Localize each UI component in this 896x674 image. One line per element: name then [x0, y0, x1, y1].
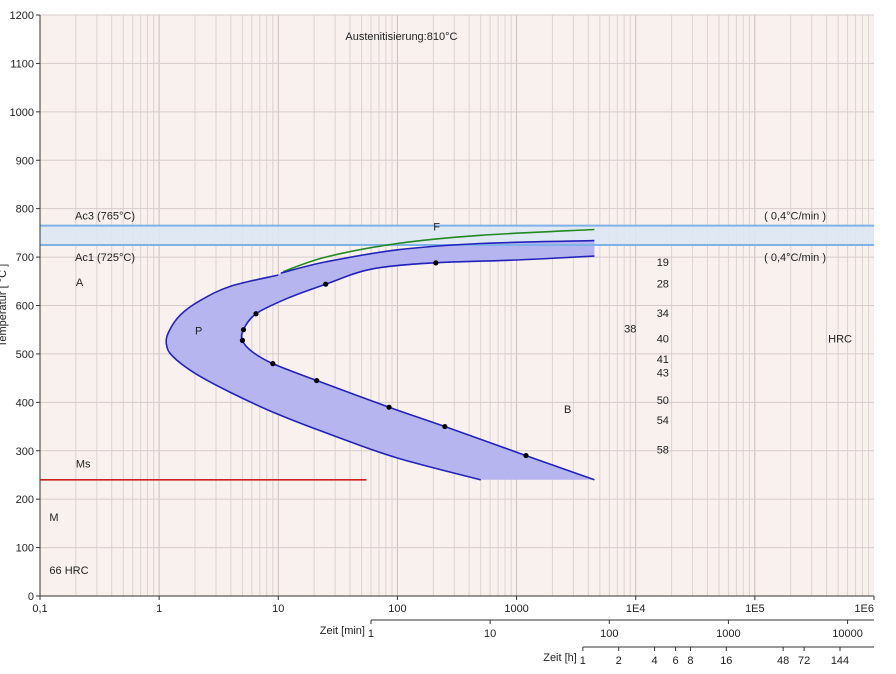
y-tick-label: 300	[16, 446, 34, 458]
measured-point	[323, 281, 329, 287]
hardness-value: 40	[657, 333, 669, 345]
y-tick-label: 200	[16, 494, 34, 506]
y-tick-label: 400	[16, 397, 34, 409]
y-tick-label: 1000	[10, 107, 34, 119]
measured-points	[239, 260, 529, 459]
minutes-axis-label: Zeit [min]	[320, 625, 365, 637]
x-tick-label: 1E5	[745, 603, 765, 615]
hours-tick-label: 1	[580, 655, 586, 667]
x-tick-label: 100	[388, 603, 406, 615]
annotation-66-hrc: 66 HRC	[49, 565, 88, 577]
minutes-tick-label: 10000	[832, 628, 863, 640]
hardness-value: 38	[624, 324, 636, 336]
annotation-ms: Ms	[76, 459, 91, 471]
rate-label-ac1: ( 0,4°C/min )	[764, 252, 826, 264]
hours-tick-label: 16	[720, 655, 732, 667]
y-tick-label: 1100	[10, 58, 34, 70]
x-tick-label: 10	[272, 603, 284, 615]
y-tick-label: 800	[16, 204, 34, 216]
transformation-band	[166, 240, 595, 480]
measured-point	[433, 260, 439, 266]
y-tick-label: 1200	[10, 10, 34, 22]
curve-ferrite-start	[282, 228, 595, 273]
hardness-unit: HRC	[828, 333, 852, 345]
curve-start	[280, 239, 595, 274]
x-tick-label: 0,1	[32, 603, 47, 615]
y-tick-label: 0	[28, 591, 34, 603]
measured-point	[314, 377, 320, 384]
hardness-value: 41	[657, 354, 669, 366]
annotation-b: B	[564, 404, 571, 416]
annotation-a: A	[76, 277, 84, 289]
hardness-value: 34	[657, 308, 669, 320]
hardness-value: 54	[657, 415, 669, 427]
y-tick-label: 700	[16, 252, 34, 264]
y-tick-label: 100	[16, 543, 34, 555]
hours-tick-label: 48	[777, 655, 789, 667]
hours-tick-label: 4	[652, 655, 658, 667]
minutes-tick-label: 10	[484, 628, 496, 640]
hours-axis-label: Zeit [h]	[543, 652, 577, 664]
minutes-tick-label: 1000	[716, 628, 740, 640]
minutes-tick-label: 1	[368, 628, 374, 640]
hours-tick-label: 2	[616, 655, 622, 667]
label-ac1: Ac1 (725°C)	[75, 252, 135, 264]
measured-point	[386, 404, 392, 410]
label-ac3: Ac3 (765°C)	[75, 211, 135, 223]
measured-point	[523, 452, 529, 459]
x-tick-label: 1	[156, 603, 162, 615]
ac-band	[40, 225, 874, 245]
hardness-value: 50	[657, 395, 669, 407]
measured-point	[253, 311, 259, 317]
hours-tick-label: 144	[831, 655, 849, 667]
chart-title: Austenitisierung:810°C	[345, 31, 457, 43]
hardness-value: 43	[657, 367, 669, 379]
x-tick-label: 1000	[504, 603, 528, 615]
grid-lines	[39, 14, 874, 597]
rate-label-ac3: ( 0,4°C/min )	[764, 211, 826, 223]
measured-point	[239, 337, 246, 343]
y-axis-label: Temperatur [ °C ]	[0, 264, 9, 347]
measured-point	[270, 361, 276, 367]
hardness-value: 19	[657, 257, 669, 269]
measured-point	[442, 423, 448, 430]
annotation-m: M	[49, 512, 58, 524]
hardness-value: 58	[657, 444, 669, 456]
curve-nose	[165, 274, 481, 481]
hours-tick-label: 6	[672, 655, 678, 667]
annotation-p: P	[195, 326, 202, 338]
y-tick-label: 600	[16, 301, 34, 313]
hours-tick-label: 8	[687, 655, 693, 667]
y-tick-label: 900	[16, 155, 34, 167]
measured-point	[240, 327, 247, 333]
y-tick-label: 500	[16, 349, 34, 361]
annotation-f: F	[433, 221, 440, 233]
x-tick-label: 1E4	[626, 603, 646, 615]
x-tick-label: 1E6	[854, 603, 874, 615]
curve-end	[240, 255, 595, 481]
minutes-tick-label: 100	[600, 628, 618, 640]
hardness-value: 28	[657, 279, 669, 291]
hours-tick-label: 72	[798, 655, 810, 667]
